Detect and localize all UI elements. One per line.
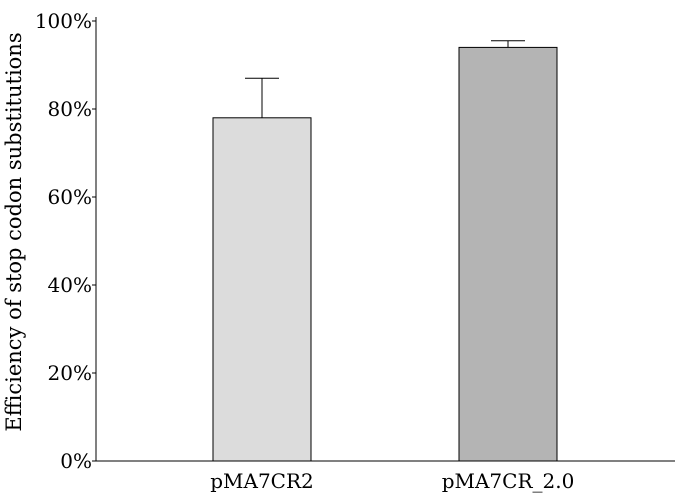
y-axis-title: Efficiency of stop codon substitutions (2, 32, 26, 431)
y-tick-label: 40% (48, 273, 92, 297)
y-ticks: 0% 20% 40% 60% 80% 100% (35, 9, 96, 473)
y-tick-label: 0% (60, 449, 92, 473)
error-bars (245, 40, 525, 118)
category-labels: pMA7CR2 pMA7CR_2.0 (210, 469, 574, 493)
bar-2 (458, 46, 558, 462)
bars (212, 46, 558, 462)
category-label-2: pMA7CR_2.0 (442, 469, 575, 493)
bar-1 (212, 117, 312, 462)
y-tick-label: 60% (48, 185, 92, 209)
y-tick-label: 80% (48, 97, 92, 121)
y-tick-label: 20% (48, 361, 92, 385)
axes (95, 17, 675, 462)
y-tick-label: 100% (35, 9, 92, 33)
category-label-1: pMA7CR2 (210, 469, 314, 493)
